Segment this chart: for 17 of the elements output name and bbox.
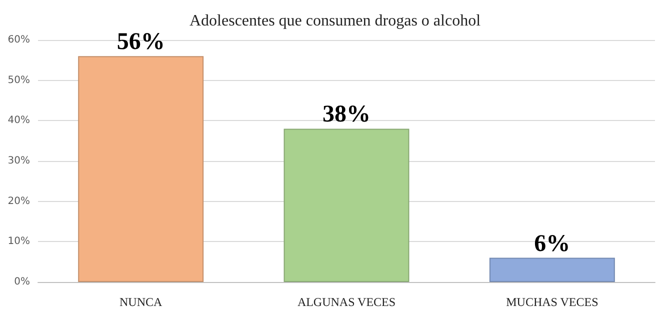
- y-tick-label: 50%: [8, 74, 30, 86]
- x-tick-label: ALGUNAS VECES: [297, 295, 396, 309]
- y-tick-label: 20%: [8, 196, 30, 207]
- y-tick-label: 60%: [8, 34, 30, 46]
- x-tick-label: NUNCA: [119, 295, 162, 309]
- chart-title: Adolescentes que consumen drogas o alcohol: [189, 12, 482, 30]
- bar: [284, 128, 410, 282]
- data-label: 38%: [322, 102, 370, 128]
- y-tick-label: 40%: [8, 115, 30, 126]
- data-label: 56%: [116, 29, 165, 56]
- bar: [489, 258, 615, 282]
- data-label: 6%: [534, 230, 570, 257]
- y-tick-label: 10%: [8, 236, 30, 248]
- bar: [78, 56, 204, 282]
- x-tick-label: MUCHAS VECES: [506, 295, 598, 309]
- y-tick-label: 30%: [8, 156, 30, 166]
- y-tick-label: 0%: [14, 276, 30, 288]
